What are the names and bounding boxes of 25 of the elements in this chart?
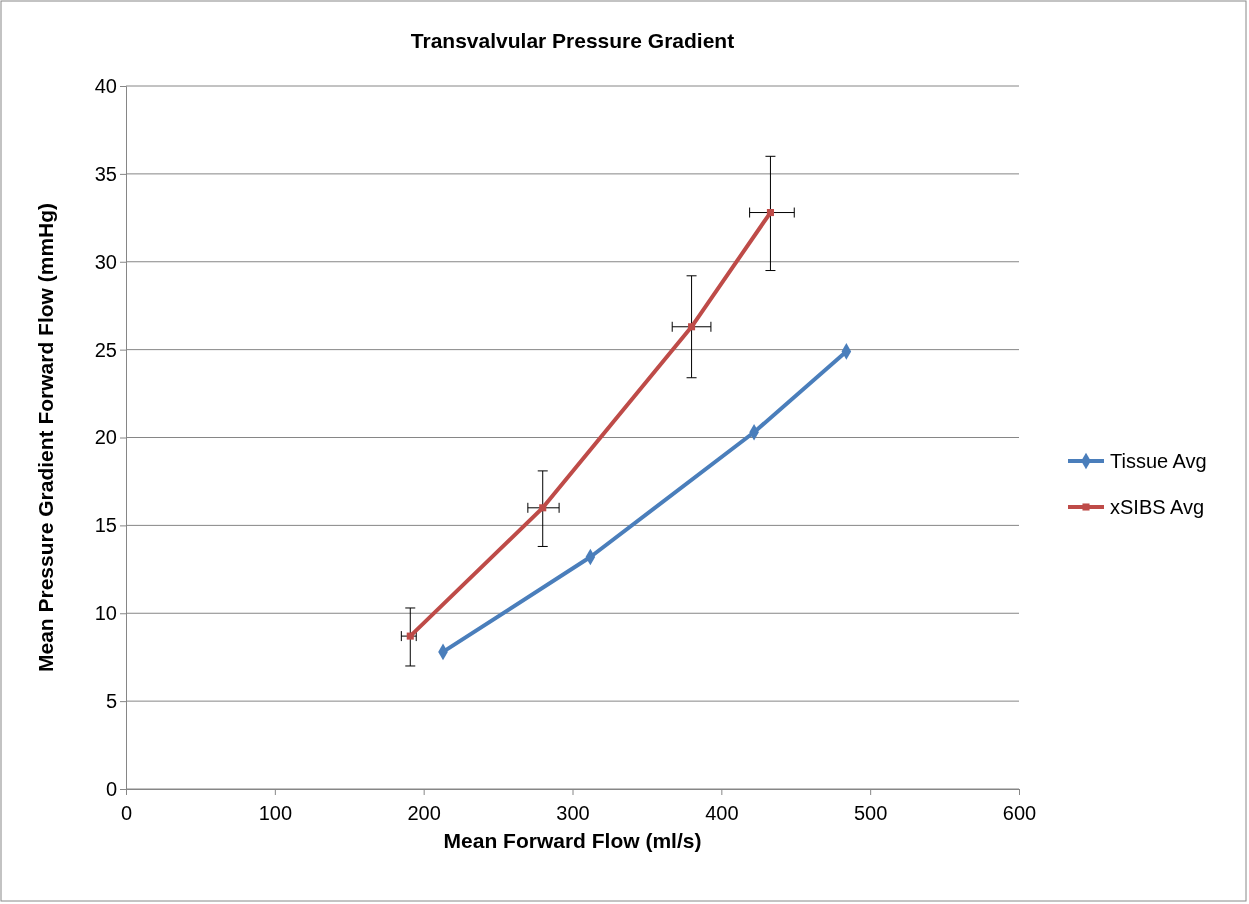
y-tick-label: 10 xyxy=(94,602,117,625)
point xyxy=(539,504,547,512)
y-tick-label: 0 xyxy=(105,777,117,800)
x-tick-label: 100 xyxy=(258,802,293,824)
y-tick-label: 40 xyxy=(94,74,117,97)
point xyxy=(766,209,774,217)
x-tick-label: 500 xyxy=(853,802,888,824)
legend-label: xSIBS Avg xyxy=(1110,496,1205,518)
x-tick-label: 0 xyxy=(120,802,133,824)
y-tick-label: 25 xyxy=(94,338,117,361)
y-tick-label: 30 xyxy=(94,250,117,273)
y-axis-title: Mean Pressure Gradient Forward Flow (mmHg) xyxy=(34,202,57,673)
y-tick-label: 5 xyxy=(105,690,117,713)
x-tick-label: 400 xyxy=(705,802,739,824)
point xyxy=(688,323,696,331)
y-tick-label: 15 xyxy=(94,514,117,537)
x-tick-label: 300 xyxy=(556,802,590,824)
x-axis-title: Mean Forward Flow (ml/s) xyxy=(443,829,702,852)
x-tick-label: 600 xyxy=(1002,802,1037,824)
y-tick-label: 35 xyxy=(94,162,117,185)
y-tick-label: 20 xyxy=(94,426,117,449)
point xyxy=(406,632,414,640)
chart-title: Transvalvular Pressure Gradient xyxy=(410,29,735,52)
x-tick-label: 200 xyxy=(407,802,441,824)
legend-label: Tissue Avg xyxy=(1110,450,1207,472)
